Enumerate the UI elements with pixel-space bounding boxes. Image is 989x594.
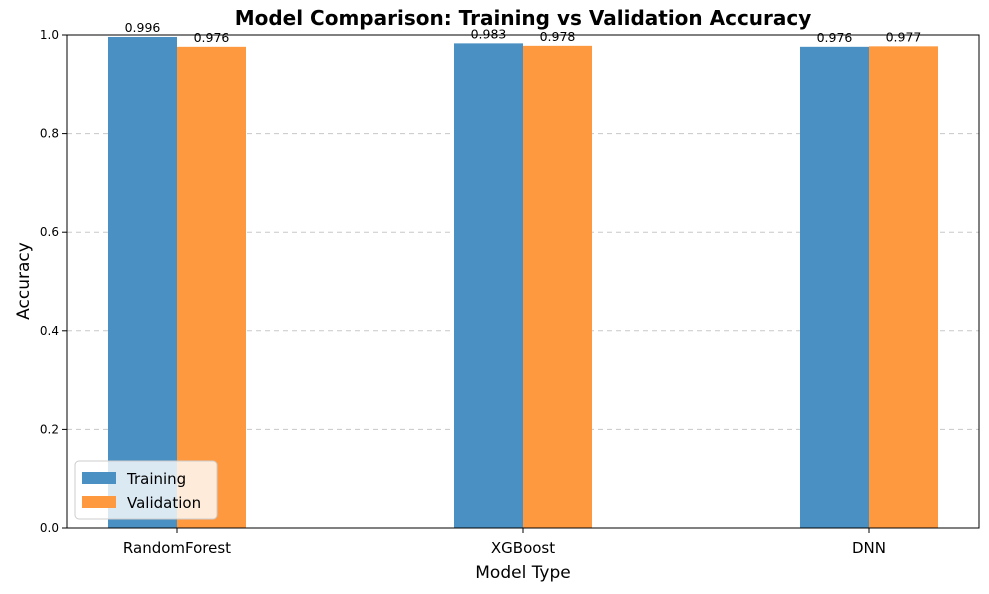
legend: Training Validation (74, 460, 218, 520)
legend-label-validation: Validation (127, 494, 201, 512)
y-tick-label: 0.6 (40, 225, 59, 239)
bar-training-dnn (800, 46, 869, 528)
x-tick-label: XGBoost (491, 539, 555, 557)
x-tick-label: RandomForest (123, 539, 231, 557)
y-tick-label: 0.0 (40, 521, 59, 535)
bar-validation-randomforest (177, 46, 246, 528)
ticks-layer: 0.0 0.2 0.4 0.6 0.8 1.0 RandomForest XGBoost DNN (40, 28, 886, 557)
data-label: 0.977 (886, 29, 922, 44)
data-label: 0.976 (194, 30, 230, 45)
bar-validation-xgboost (523, 45, 592, 528)
bar-validation-dnn (869, 46, 938, 529)
y-axis-title: Accuracy (14, 242, 34, 320)
y-tick-label: 0.2 (40, 422, 59, 436)
y-tick-label: 0.4 (40, 324, 59, 338)
y-tick-label: 1.0 (40, 28, 59, 42)
data-label: 0.978 (540, 29, 576, 44)
legend-swatch-validation (82, 496, 116, 508)
y-tick-label: 0.8 (40, 127, 59, 141)
x-axis-title: Model Type (475, 563, 571, 583)
legend-swatch-training (82, 472, 116, 484)
bar-training-randomforest (108, 36, 177, 529)
data-label: 0.996 (125, 20, 161, 35)
bars-layer (108, 36, 938, 529)
bar-training-xgboost (454, 43, 523, 528)
data-label: 0.976 (817, 30, 853, 45)
chart-title: Model Comparison: Training vs Validation… (235, 6, 812, 30)
x-tick-label: DNN (852, 539, 886, 557)
data-label: 0.983 (471, 26, 507, 41)
data-labels-layer: 0.996 0.976 0.983 0.978 0.976 0.977 (125, 20, 922, 45)
legend-label-training: Training (126, 470, 186, 488)
